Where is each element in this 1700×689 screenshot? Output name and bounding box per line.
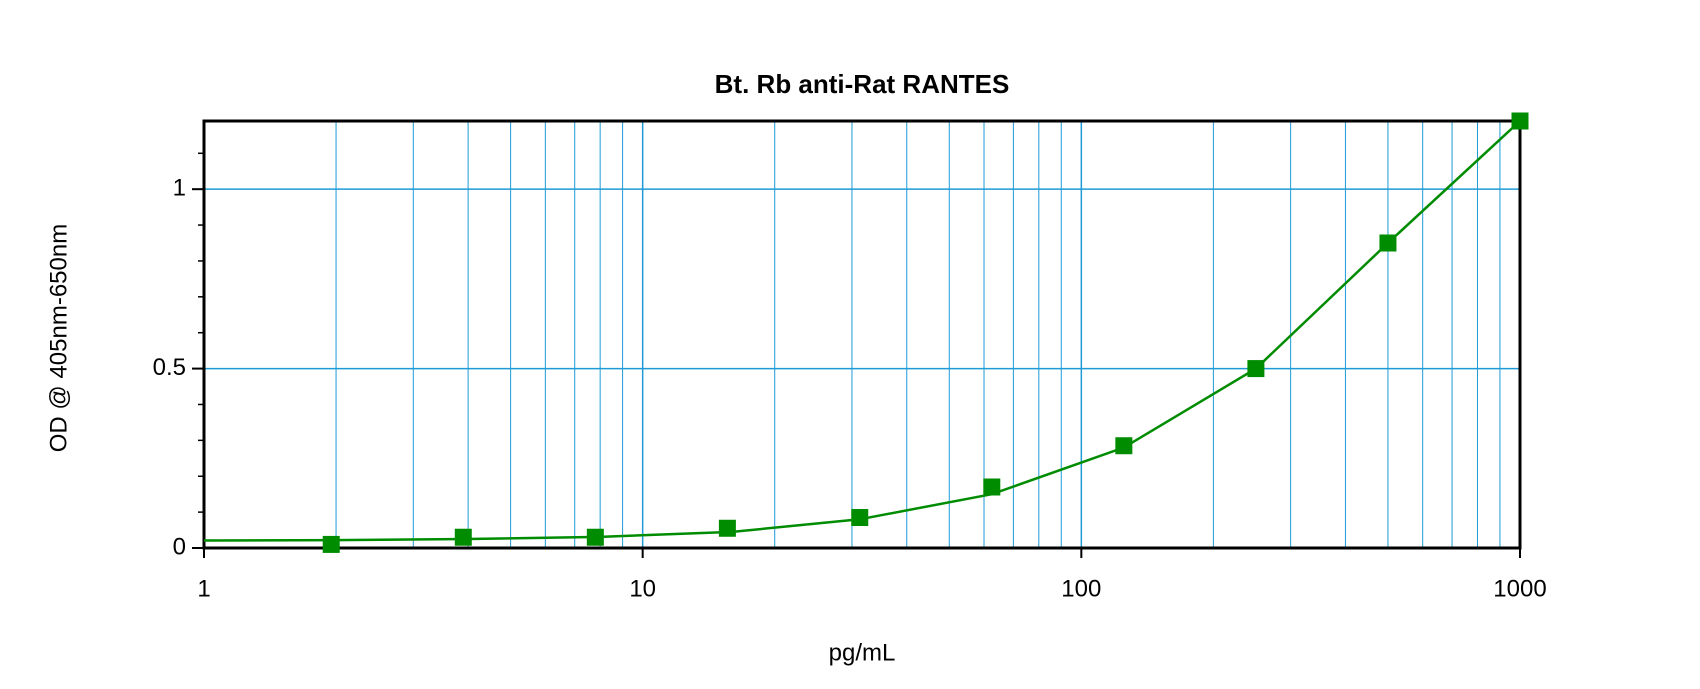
x-tick-label: 1	[197, 575, 210, 602]
data-point	[1115, 437, 1133, 455]
fit-curve	[203, 120, 1521, 542]
x-tick-label: 10	[629, 575, 656, 602]
data-point	[454, 528, 472, 546]
data-point	[983, 478, 1001, 496]
plot-frame	[202, 119, 1522, 550]
x-axis-label: pg/mL	[829, 639, 896, 666]
data-point	[322, 535, 340, 553]
data-point	[1379, 234, 1397, 252]
y-axis-label: OD @ 405nm-650nm	[45, 224, 72, 452]
data-point	[718, 519, 736, 537]
y-tick-label: 0	[173, 533, 186, 560]
data-point	[1247, 360, 1265, 378]
data-point	[1511, 112, 1529, 130]
data-point	[586, 528, 604, 546]
chart-title: Bt. Rb anti-Rat RANTES	[715, 69, 1010, 99]
x-tick-label: 100	[1061, 575, 1101, 602]
y-tick-label: 1	[173, 175, 186, 202]
y-tick-label: 0.5	[153, 354, 186, 381]
data-point	[851, 509, 869, 526]
x-tick-label: 1000	[1493, 575, 1546, 602]
